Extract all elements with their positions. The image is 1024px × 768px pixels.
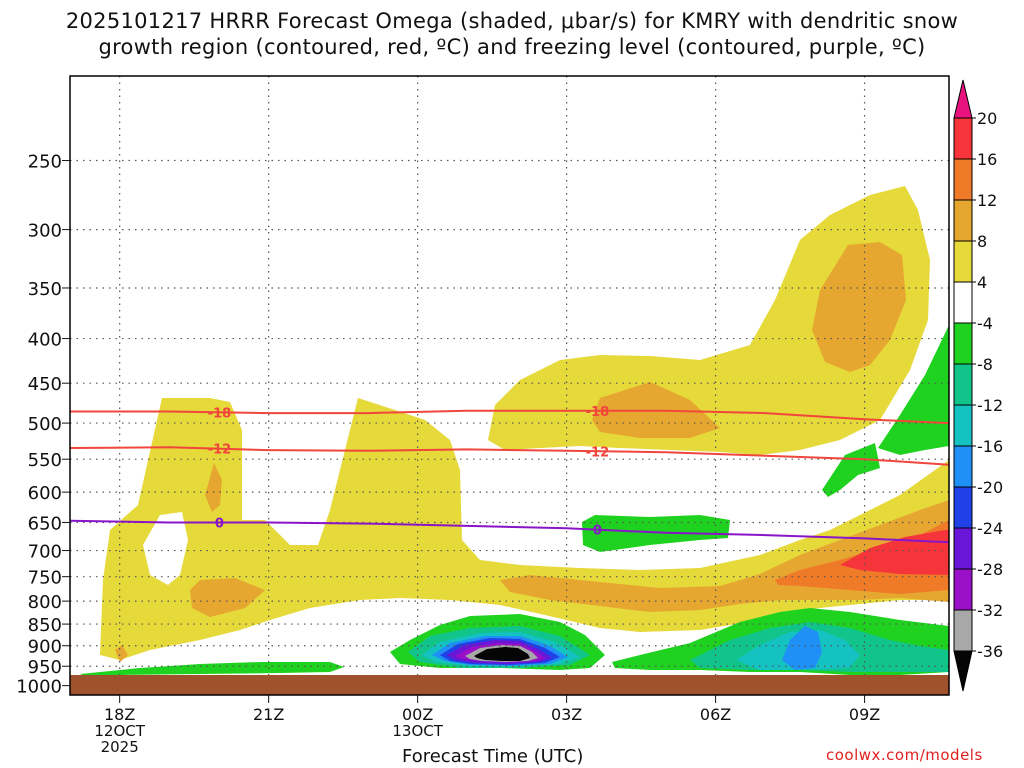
x-tick-label: 21Z: [253, 705, 284, 724]
contour-label: -12: [208, 443, 232, 458]
contour-line: [70, 446, 949, 466]
colorbar-segment: [953, 445, 973, 488]
colorbar-label: -4: [977, 314, 993, 333]
x-tick-label: 13OCT: [392, 722, 443, 740]
omega-minus-4-8-area: [80, 662, 344, 676]
colorbar-top-arrow: [953, 79, 973, 119]
y-tick-label: 450: [28, 374, 62, 395]
chart-title: 2025101217 HRRR Forecast Omega (shaded, …: [0, 8, 1024, 60]
omega-minus-16-20-area: [782, 626, 822, 670]
colorbar-bottom-arrow: [953, 650, 973, 692]
colorbar-label: 16: [977, 150, 997, 169]
contour-line: [70, 519, 949, 544]
omega-shading: [80, 186, 949, 676]
colorbar-label: -16: [977, 437, 1003, 456]
contour-label: 0: [215, 516, 224, 531]
y-tick-label: 250: [28, 152, 62, 173]
colorbar-segment: [953, 199, 973, 242]
colorbar-segment: [953, 158, 973, 201]
colorbar-segment: [953, 240, 973, 283]
temperature-contours: -18 -18 -12 -12 0 0: [70, 405, 949, 544]
colorbar-label: 20: [977, 109, 997, 128]
contour-label: 0: [593, 524, 602, 539]
omega-8-12-area: [812, 242, 906, 372]
x-tick-label: 03Z: [551, 705, 582, 724]
colorbar-label: -8: [977, 355, 993, 374]
omega-minus-4-8-area: [582, 515, 730, 552]
y-tick-label: 650: [28, 513, 62, 534]
y-tick-label: 550: [28, 450, 62, 471]
omega-white-hole: [143, 512, 188, 585]
ground-surface: [70, 675, 949, 695]
contour-label: -18: [586, 405, 610, 420]
y-tick-label: 900: [28, 637, 62, 658]
contour-label: -18: [208, 406, 232, 421]
y-tick-label: 350: [28, 279, 62, 300]
y-tick-label: 950: [28, 657, 62, 678]
colorbar-segment: [953, 363, 973, 406]
colorbar-label: -12: [977, 396, 1003, 415]
colorbar-label: -20: [977, 478, 1003, 497]
chart-title-line-1: 2025101217 HRRR Forecast Omega (shaded, …: [65, 9, 959, 33]
x-tick-label: 06Z: [700, 705, 731, 724]
colorbar-segment: [953, 404, 973, 447]
omega-8-12-area: [190, 578, 265, 617]
y-tick-label: 700: [28, 542, 62, 563]
contour-line: [70, 409, 949, 425]
omega-4-8-upper-area: [488, 186, 930, 455]
x-tick-label: 18Z: [104, 705, 135, 724]
colorbar-label: -28: [977, 560, 1003, 579]
colorbar-segment: [953, 568, 973, 611]
colorbar-label: -24: [977, 519, 1003, 538]
colorbar-segment: [953, 322, 973, 365]
omega-below-minus-36-area: [474, 647, 530, 661]
y-tick-label: 750: [28, 568, 62, 589]
colorbar-label: 12: [977, 191, 997, 210]
source-credit: coolwx.com/models: [826, 746, 983, 764]
colorbar-segment: [953, 117, 973, 160]
y-tick-label: 850: [28, 615, 62, 636]
chart-title-line-2: growth region (contoured, red, ºC) and f…: [98, 35, 926, 59]
x-axis-label: Forecast Time (UTC): [402, 746, 584, 767]
omega-8-12-area: [205, 463, 222, 512]
y-tick-label: 1000: [16, 677, 62, 698]
x-tick-label: 12OCT: [94, 722, 145, 740]
omega-colorbar: 20 16 12 8 4 -4 -8 -12 -16 -20 -24 -28 -32 -36: [953, 79, 1003, 692]
colorbar-segment: [953, 281, 973, 324]
colorbar-segment: [953, 609, 973, 652]
colorbar-label: -32: [977, 601, 1003, 620]
y-tick-label: 500: [28, 414, 62, 435]
colorbar-label: 4: [977, 273, 987, 292]
y-tick-label: 400: [28, 330, 62, 351]
plot-frame: [69, 75, 950, 696]
contour-label: -12: [586, 445, 610, 460]
colorbar-segment: [953, 486, 973, 529]
omega-minus-4-8-area: [822, 443, 880, 497]
colorbar-label: -36: [977, 642, 1003, 661]
y-tick-label: 800: [28, 592, 62, 613]
y-tick-label: 600: [28, 483, 62, 504]
y-tick-label: 300: [28, 221, 62, 242]
colorbar-label: 8: [977, 232, 987, 251]
x-tick-label: 2025: [101, 738, 139, 756]
x-tick-label: 00Z: [402, 705, 433, 724]
colorbar-segment: [953, 527, 973, 570]
y-axis-pressure-ticks: 2503003504004505005506006507007508008509…: [16, 152, 70, 698]
omega-8-12-area: [115, 645, 128, 662]
x-tick-label: 09Z: [849, 705, 880, 724]
